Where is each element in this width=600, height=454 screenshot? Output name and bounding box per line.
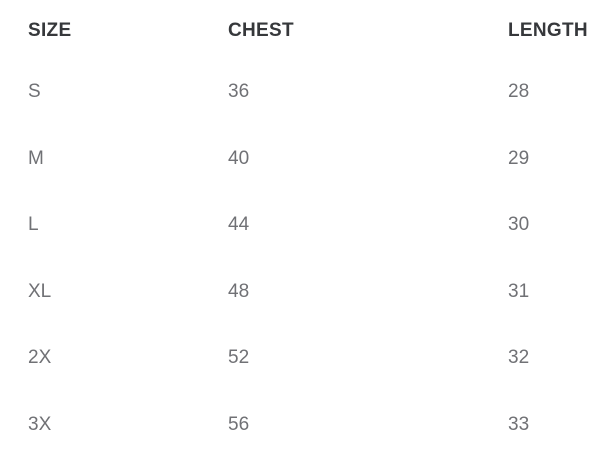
size-cell: S (28, 81, 41, 103)
length-cell: 29 (508, 147, 530, 169)
length-cell: 32 (508, 347, 530, 369)
length-cell: 33 (508, 413, 530, 435)
table-row: L 44 30 (0, 192, 600, 259)
size-cell: 3X (28, 413, 52, 435)
size-cell: M (28, 147, 44, 169)
table-header-row: SIZE CHEST LENGTH (0, 0, 600, 48)
table-body: S 36 28 M 40 29 L 44 30 XL 48 31 2X 52 3… (0, 59, 600, 454)
size-cell: 2X (28, 347, 52, 369)
length-cell: 30 (508, 214, 530, 236)
column-header-size: SIZE (28, 20, 72, 41)
column-header-length: LENGTH (508, 20, 588, 41)
chest-cell: 52 (228, 347, 250, 369)
column-header-chest: CHEST (228, 20, 294, 41)
table-row: 3X 56 33 (0, 392, 600, 454)
table-row: XL 48 31 (0, 259, 600, 326)
length-cell: 28 (508, 81, 530, 103)
table-row: S 36 28 (0, 59, 600, 126)
chest-cell: 40 (228, 147, 250, 169)
chest-cell: 36 (228, 81, 250, 103)
length-cell: 31 (508, 280, 530, 302)
chest-cell: 44 (228, 214, 250, 236)
size-cell: XL (28, 280, 52, 302)
table-row: 2X 52 32 (0, 325, 600, 392)
table-row: M 40 29 (0, 126, 600, 193)
size-cell: L (28, 214, 39, 236)
chest-cell: 48 (228, 280, 250, 302)
chest-cell: 56 (228, 413, 250, 435)
